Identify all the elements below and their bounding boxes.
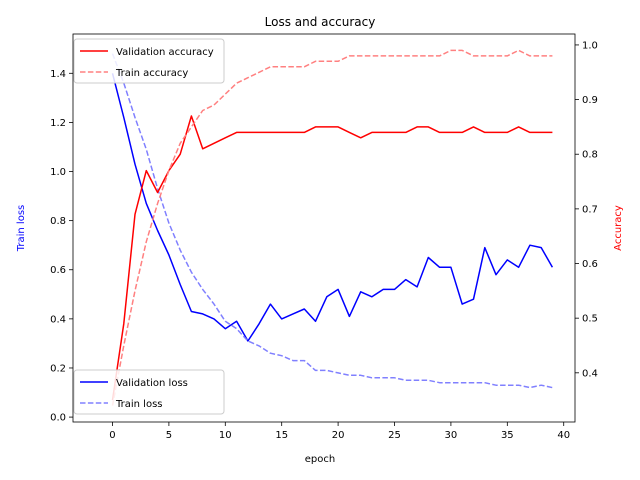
plot-frame: [72, 33, 576, 423]
series-line-validation-accuracy: [111, 115, 553, 401]
y-right-tick-label: 0.7: [582, 204, 598, 215]
legend-box: [73, 369, 225, 415]
plot-area: [111, 49, 554, 406]
series-line-validation-loss: [111, 73, 554, 342]
x-tick-label: 20: [332, 430, 345, 441]
legend-accuracy: Validation accuracy Train accuracy: [73, 38, 225, 84]
legend-label: Validation accuracy: [116, 47, 214, 58]
legend-label: Validation loss: [116, 378, 188, 389]
x-tick-label: 40: [557, 430, 570, 441]
x-tick-label: 30: [445, 430, 458, 441]
y-right-tick-label: 0.6: [582, 259, 598, 270]
legend-box: [73, 38, 225, 84]
y-left-tick-label: 0.4: [50, 314, 66, 325]
y-left-tick-label: 0.8: [50, 216, 66, 227]
legend-loss: Validation loss Train loss: [73, 369, 225, 415]
x-tick-label: 15: [275, 430, 288, 441]
y-right-axis-label: Accuracy: [613, 205, 624, 251]
x-tick-label: 35: [501, 430, 514, 441]
x-tick-label: 10: [219, 430, 232, 441]
y-right-tick-label: 0.9: [582, 95, 598, 106]
series-line-train-accuracy: [111, 49, 553, 406]
y-right-tick-label: 0.5: [582, 314, 598, 325]
x-tick-label: 0: [109, 430, 115, 441]
y-left-tick-label: 0.2: [50, 363, 66, 374]
y-right-tick-label: 0.8: [582, 150, 598, 161]
y-left-tick-label: 1.0: [50, 167, 66, 178]
x-tick-label: 5: [166, 430, 172, 441]
legend-label: Train loss: [115, 399, 163, 410]
legend-label: Train accuracy: [115, 68, 188, 79]
x-tick-label: 25: [388, 430, 401, 441]
y-right-tick-label: 0.4: [582, 368, 598, 379]
y-left-tick-label: 0.6: [50, 265, 66, 276]
y-left-tick-label: 1.4: [50, 69, 66, 80]
series-line-train-loss: [111, 53, 553, 389]
y-left-tick-label: 0.0: [50, 413, 66, 424]
y-left-axis-label: Train loss: [16, 205, 27, 253]
y-left-tick-label: 1.2: [50, 118, 66, 129]
axes: 0 5 10 15 20 25 30 35 40 0.0 0.2 0.4 0.6 0.8 1.0 1.2 1.4…: [50, 40, 598, 441]
x-axis-label: epoch: [305, 454, 335, 465]
y-right-tick-label: 1.0: [582, 40, 598, 51]
chart-title: Loss and accuracy: [265, 15, 376, 29]
